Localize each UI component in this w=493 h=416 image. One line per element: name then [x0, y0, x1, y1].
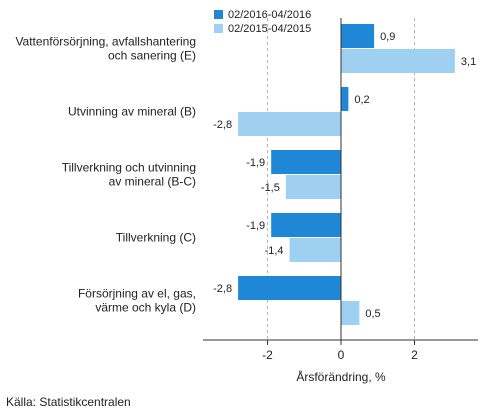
bar-s2-2	[238, 112, 341, 136]
value-label-s2-5: 0,5	[365, 308, 380, 320]
bar-s1-3	[271, 150, 341, 174]
legend-label-2: 02/2015-04/2015	[228, 23, 311, 35]
bar-s1-1	[341, 24, 375, 48]
category-label-3-1: Tillverkning och utvinning	[62, 161, 196, 175]
bars	[238, 24, 455, 325]
x-tick-label-2: 2	[411, 348, 418, 362]
category-label-1-2: och sanering (E)	[108, 49, 196, 63]
value-label-s2-2: -2,8	[213, 119, 232, 131]
value-label-s2-4: -1,4	[265, 245, 284, 257]
bar-s1-2	[341, 87, 349, 111]
legend-label-1: 02/2016-04/2016	[228, 9, 311, 21]
bar-s1-5	[238, 276, 341, 300]
bar-s2-4	[289, 238, 341, 262]
category-label-1-1: Vattenförsörjning, avfallshantering	[15, 35, 196, 49]
bar-s1-4	[271, 213, 341, 237]
value-label-s1-2: 0,2	[354, 94, 369, 106]
value-label-s2-1: 3,1	[461, 56, 476, 68]
category-label-4-1: Tillverkning (C)	[116, 231, 196, 245]
value-label-s1-3: -1,9	[246, 157, 265, 169]
value-label-s1-5: -2,8	[213, 283, 232, 295]
value-label-s2-3: -1,5	[261, 182, 280, 194]
legend-swatch-1	[214, 10, 223, 19]
category-label-5-2: värme och kyla (D)	[95, 301, 196, 315]
value-label-s1-1: 0,9	[380, 31, 395, 43]
legend: 02/2016-04/2016 02/2015-04/2015	[214, 9, 311, 35]
x-tick-label-1: 0	[338, 348, 345, 362]
bar-s2-5	[341, 301, 360, 325]
x-axis: -2 0 2	[203, 18, 478, 362]
category-label-3-2: av mineral (B-C)	[109, 175, 196, 189]
bar-s2-3	[285, 175, 341, 199]
x-axis-title: Årsförändring, %	[296, 369, 386, 384]
category-label-5-1: Försörjning av el, gas,	[78, 287, 196, 301]
bar-s2-1	[341, 49, 455, 73]
source-note: Källa: Statistikcentralen	[6, 395, 131, 409]
value-label-s1-4: -1,9	[246, 220, 265, 232]
x-tick-label-0: -2	[262, 348, 273, 362]
category-label-2-1: Utvinning av mineral (B)	[68, 105, 196, 119]
value-labels: 0,9 3,1 0,2 -2,8 -1,9 -1,5 -1,9 -1,4 -2,8 0,5	[213, 31, 476, 320]
legend-swatch-2	[214, 24, 223, 33]
